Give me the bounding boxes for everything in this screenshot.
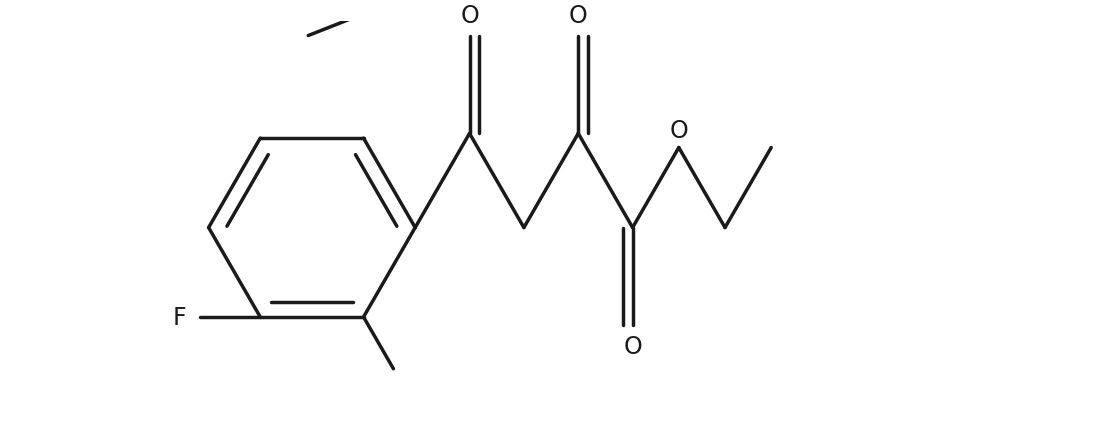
Text: O: O <box>669 119 688 143</box>
Text: F: F <box>173 305 186 329</box>
Text: O: O <box>460 4 479 28</box>
Text: O: O <box>569 4 588 28</box>
Text: O: O <box>623 334 642 358</box>
